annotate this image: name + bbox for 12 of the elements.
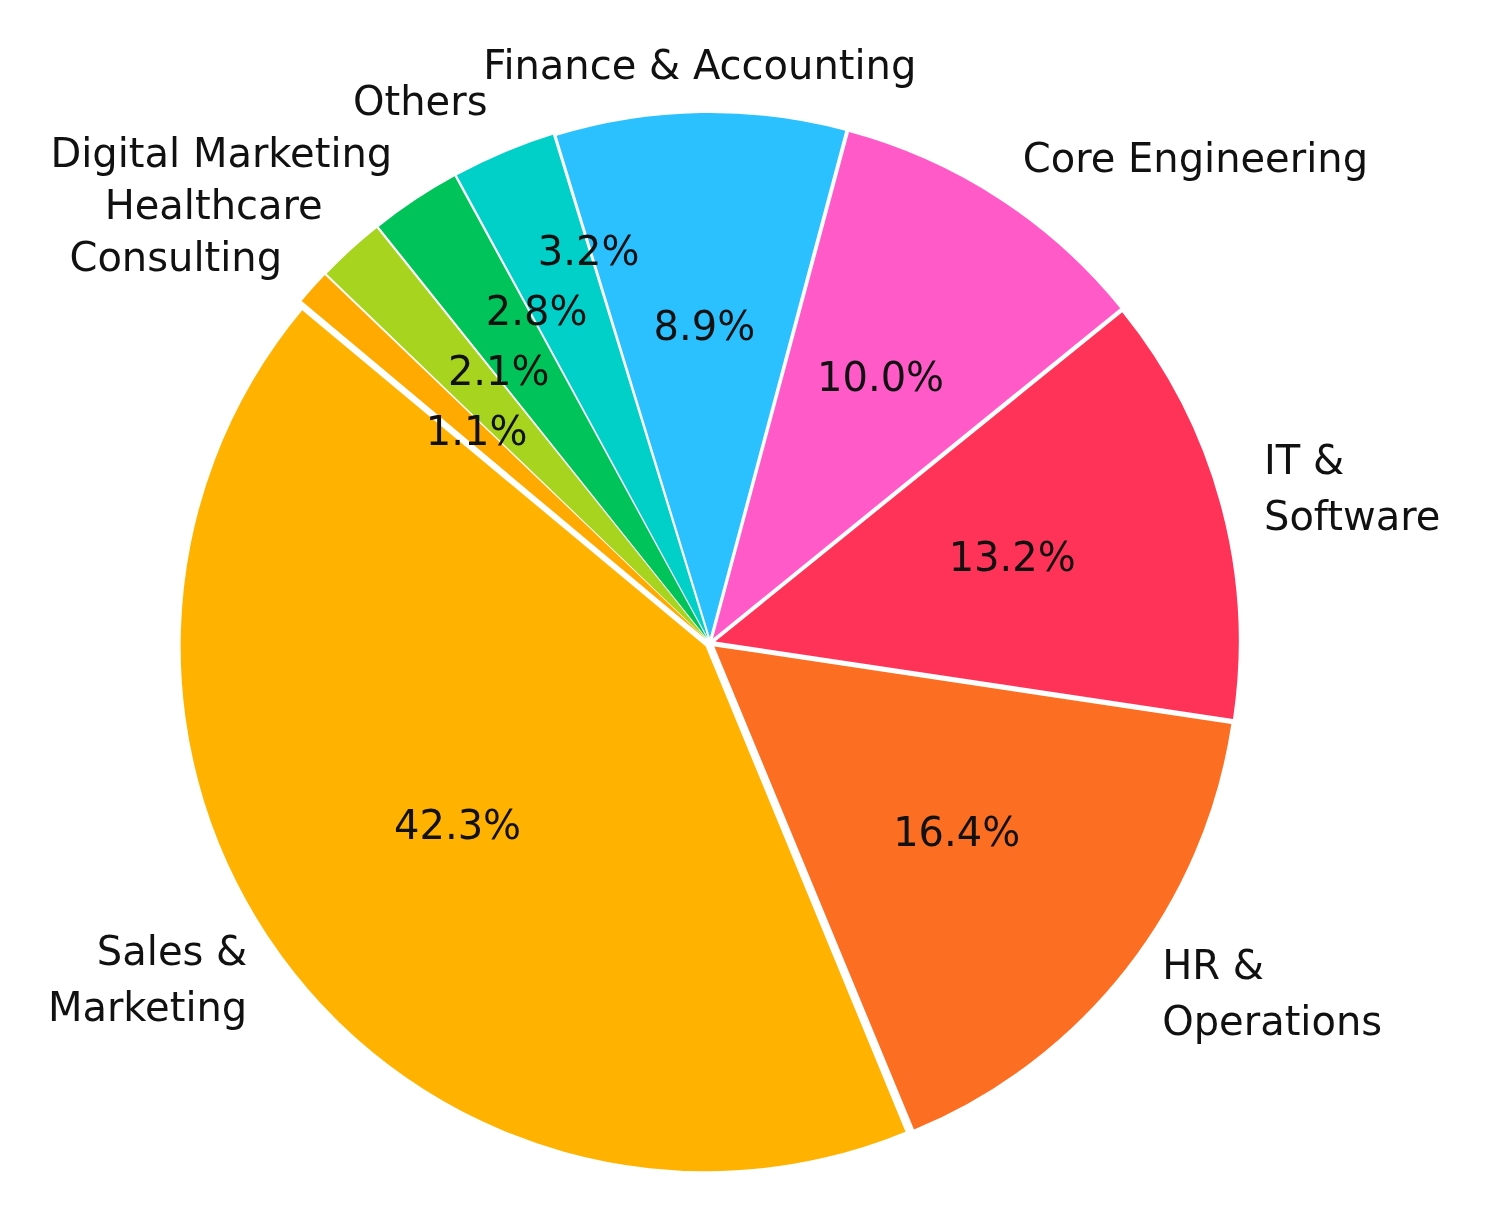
data-label: 8.9% — [653, 303, 756, 350]
data-label: 42.3% — [394, 801, 522, 848]
slice-label: Consulting — [69, 233, 283, 280]
data-label: 13.2% — [948, 534, 1076, 581]
slice-label: Healthcare — [104, 181, 323, 228]
slice-label: HR & Operations — [1162, 942, 1383, 1045]
slice-label: Core Engineering — [1022, 134, 1369, 181]
slice-label: IT & Software — [1264, 437, 1441, 540]
data-label: 16.4% — [893, 809, 1021, 856]
slice-label: Sales & Marketing — [47, 928, 248, 1031]
slice-label: Digital Marketing — [50, 129, 393, 176]
data-label: 10.0% — [817, 353, 945, 400]
